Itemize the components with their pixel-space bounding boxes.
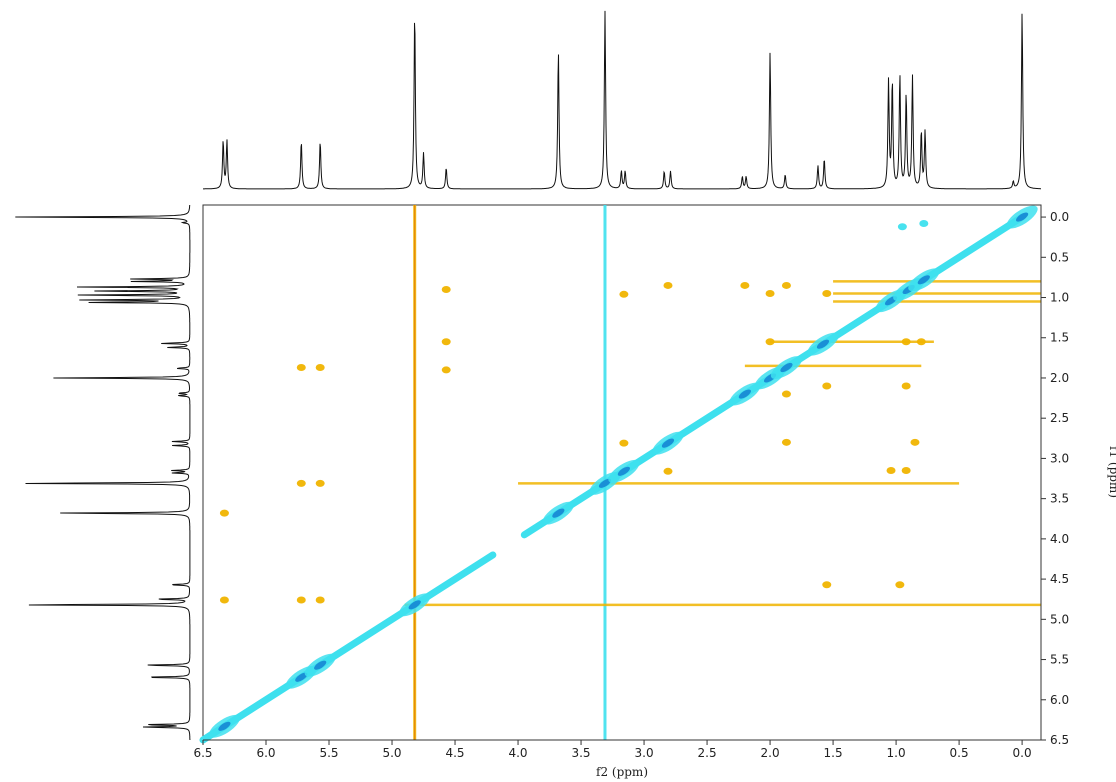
diagonal-peak-core [314, 660, 327, 670]
x-tick-label: 2.0 [761, 746, 780, 760]
cross-peak-layer [219, 220, 929, 604]
diagonal-peak-core [816, 339, 830, 349]
cross-peak [315, 479, 325, 487]
y-tick-label: 1.5 [1050, 331, 1069, 345]
x-tick-label: 5.0 [382, 746, 401, 760]
x-axis: 6.5 6.0 5.5 5.0 4.5 4.0 3.5 3.0 2.5 2.0 1.5 1.0 0.5 0… [193, 739, 1041, 760]
y-tick-label: 2.0 [1050, 371, 1069, 385]
y-tick-label: 5.0 [1050, 612, 1069, 626]
cross-peak [886, 466, 896, 474]
diagonal-peak-core [295, 672, 308, 682]
cross-peak [822, 382, 832, 390]
y-axis: 0.0 0.5 1.0 1.5 2.0 2.5 3.0 3.5 4.0 4.5 5.0 5.5 6.0 6… [1040, 205, 1069, 747]
cross-peak [781, 438, 791, 446]
cross-peak [441, 285, 451, 293]
cross-peak [296, 364, 306, 372]
cross-peak [781, 281, 791, 289]
cross-peak [822, 581, 832, 589]
y-tick-label: 1.0 [1050, 291, 1069, 305]
x-tick-label: 5.5 [319, 746, 338, 760]
cross-peak [219, 596, 229, 604]
cross-peak [663, 467, 673, 475]
cross-peak [619, 439, 629, 447]
x-tick-label: 2.5 [698, 746, 717, 760]
cross-peak [663, 281, 673, 289]
x-tick-label: 0.5 [950, 746, 969, 760]
cross-peak [765, 338, 775, 346]
cross-peak [910, 438, 920, 446]
y-axis-label: f1 (ppm) [1107, 446, 1116, 498]
x-tick-label: 4.5 [445, 746, 464, 760]
top-projection-trace [203, 10, 1041, 190]
diagonal-peak-core [598, 478, 612, 488]
x-tick-label: 3.0 [635, 746, 654, 760]
diagonal-peak-core [738, 389, 751, 399]
cross-peak [781, 390, 791, 398]
cross-peak [441, 366, 451, 374]
cross-peak [219, 509, 229, 517]
cross-peak [296, 479, 306, 487]
y-tick-label: 6.5 [1050, 733, 1069, 747]
cross-peak [315, 596, 325, 604]
diagonal-peak-core [780, 362, 793, 373]
cross-peak [901, 338, 911, 346]
contour-plot-area [199, 204, 1042, 744]
cross-peak [901, 382, 911, 390]
x-tick-label: 6.0 [256, 746, 275, 760]
diagonal-peak-core [917, 275, 930, 285]
y-tick-label: 3.5 [1050, 492, 1069, 506]
y-tick-label: 6.0 [1050, 693, 1069, 707]
cross-peak [895, 581, 905, 589]
cross-peak [916, 338, 926, 346]
y-tick-label: 4.5 [1050, 572, 1069, 586]
y-tick-label: 2.5 [1050, 411, 1069, 425]
y-tick-label: 0.5 [1050, 250, 1069, 264]
y-tick-label: 5.5 [1050, 653, 1069, 667]
y-tick-label: 3.0 [1050, 451, 1069, 465]
cross-peak [441, 338, 451, 346]
cross-peak [315, 364, 325, 372]
diagonal-peak-core [661, 438, 675, 448]
y-tick-label: 0.0 [1050, 210, 1069, 224]
cross-peak [765, 289, 775, 297]
x-tick-label: 4.0 [508, 746, 527, 760]
left-projection-trace [15, 205, 191, 740]
cross-peak [919, 220, 929, 228]
diagonal-peak-core [1016, 212, 1029, 222]
x-tick-label: 6.5 [193, 746, 212, 760]
diagonal-peak-core [617, 466, 630, 476]
cross-peak [740, 281, 750, 289]
ridge-layer [404, 205, 1041, 740]
cross-peak [619, 290, 629, 298]
cross-peak [901, 466, 911, 474]
cross-peak [296, 596, 306, 604]
x-tick-label: 1.0 [887, 746, 906, 760]
diagonal-segment-lower [199, 551, 497, 744]
diagonal-layer [199, 205, 1038, 744]
y-tick-label: 4.0 [1050, 532, 1069, 546]
x-tick-label: 1.5 [824, 746, 843, 760]
diagonal-peak-core [218, 721, 231, 731]
cross-peak [897, 223, 907, 231]
x-tick-label: 3.5 [571, 746, 590, 760]
top-projection-spectrum [203, 10, 1041, 190]
diagonal-peak-core [552, 508, 565, 518]
diagonal-peak-core [408, 600, 421, 610]
x-tick-label: 0.0 [1013, 746, 1032, 760]
left-projection-spectrum [15, 205, 191, 740]
cross-peak [822, 289, 832, 297]
x-axis-label: f2 (ppm) [596, 765, 648, 779]
